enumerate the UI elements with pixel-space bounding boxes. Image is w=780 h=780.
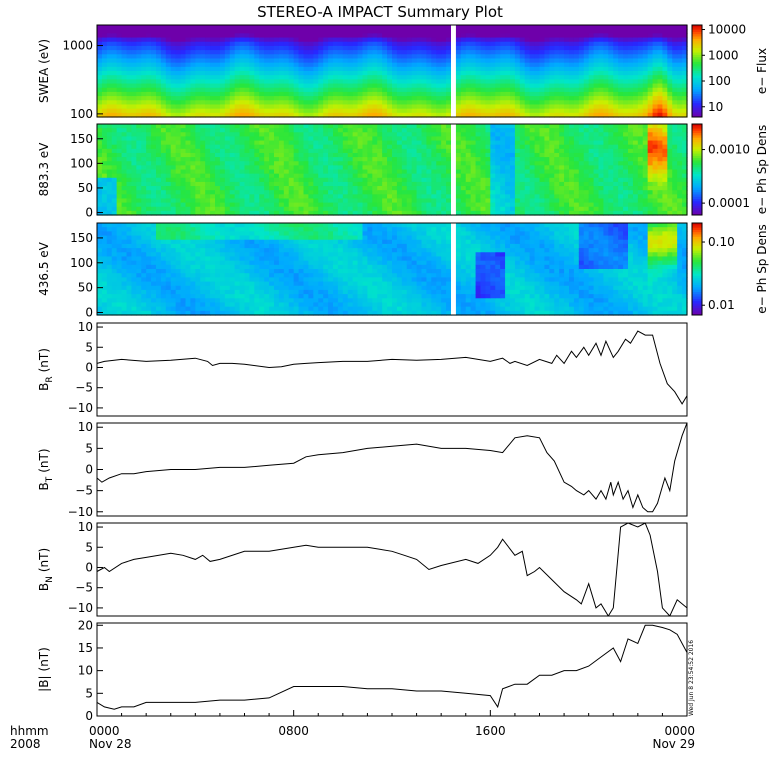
colorbar-tick-label: 10000 <box>708 23 746 37</box>
colorbar-pad883 <box>691 123 703 216</box>
y-axis-label-sub: R <box>45 376 55 382</box>
y-tick-label: 0 <box>85 306 93 320</box>
y-axis-label: 436.5 eV <box>37 241 51 296</box>
y-tick-label: 15 <box>78 641 93 655</box>
y-tick-label: 0 <box>85 560 93 574</box>
colorbar-tick-label: 0.10 <box>708 235 735 249</box>
colorbar-tick-label: 100 <box>708 74 731 88</box>
colorbar-tick-label: 0.0001 <box>708 196 750 210</box>
y-tick-label: 0 <box>85 206 93 220</box>
y-axis-label-unit: (nT) <box>37 348 51 372</box>
data-gap <box>451 124 456 215</box>
panel-frame <box>96 322 688 417</box>
y-tick-label: −10 <box>68 505 93 519</box>
y-tick-label: 50 <box>78 281 93 295</box>
colorbar-tick-label: 1000 <box>708 48 739 62</box>
plot-title: STEREO-A IMPACT Summary Plot <box>257 3 503 21</box>
y-axis-label-sub: T <box>45 476 55 483</box>
colorbar-tick-label: 0.01 <box>708 298 735 312</box>
y-axis-label-main: B <box>37 583 51 591</box>
colorbar-label: e− Ph Sp Dens <box>755 125 769 214</box>
colorbar-swea <box>691 24 703 118</box>
y-axis-label: BT (nT) <box>37 448 55 490</box>
y-axis-label-main: |B| <box>37 675 51 691</box>
colorbar-tick-label: 0.0010 <box>708 143 750 157</box>
y-axis-label-unit: (nT) <box>37 448 51 472</box>
y-tick-label: 150 <box>70 132 93 146</box>
y-tick-label: −10 <box>68 401 93 415</box>
y-axis-label-sub: N <box>45 576 55 583</box>
y-tick-label: 5 <box>85 686 93 700</box>
panel-frame <box>96 522 688 617</box>
y-axis-label-main: B <box>37 383 51 391</box>
x-axis-unit-label: hhmm <box>10 724 49 738</box>
y-tick-label: 1000 <box>62 39 93 53</box>
y-tick-label: 0 <box>85 709 93 723</box>
y-tick-label: 50 <box>78 181 93 195</box>
y-axis-label: BN (nT) <box>37 548 55 591</box>
y-axis-label-unit: (nT) <box>37 548 51 572</box>
y-tick-label: 5 <box>85 540 93 554</box>
x-date-label: Nov 29 <box>652 737 695 751</box>
panel-frame <box>96 24 688 118</box>
colorbar-tick-label: 10 <box>708 100 723 114</box>
y-tick-label: 10 <box>78 420 93 434</box>
y-tick-label: 5 <box>85 340 93 354</box>
y-tick-label: 10 <box>78 320 93 334</box>
data-gap <box>451 25 456 117</box>
line-panel-bt <box>96 422 688 517</box>
y-axis-label: |B| (nT) <box>37 647 51 692</box>
y-axis-label: 883.3 eV <box>37 142 51 197</box>
panel-frame <box>96 123 688 216</box>
y-axis-label-main: B <box>37 482 51 490</box>
y-tick-label: 150 <box>70 231 93 245</box>
line-panel-bmag <box>96 622 688 717</box>
y-tick-label: 10 <box>78 520 93 534</box>
y-tick-label: 0 <box>85 463 93 477</box>
y-tick-label: 20 <box>78 618 93 632</box>
generation-timestamp: Wed Jun 8 23:54:52 2016 <box>688 640 695 716</box>
series-line-bmag <box>97 624 687 710</box>
y-axis-label-unit: (nT) <box>37 647 51 671</box>
spectrogram-pad883 <box>97 124 688 216</box>
line-panel-bn <box>96 522 688 617</box>
x-tick-label: 0000 <box>89 724 120 738</box>
series-line-bt <box>97 423 687 513</box>
y-tick-label: 10 <box>78 664 93 678</box>
x-tick-label: 1600 <box>475 724 506 738</box>
colorbar-label: e− Ph Sp Dens <box>755 224 769 313</box>
y-tick-label: 100 <box>70 256 93 270</box>
panel-frame <box>96 222 688 316</box>
y-tick-label: −5 <box>75 381 93 395</box>
series-line-bn <box>97 523 687 616</box>
y-tick-label: 100 <box>70 156 93 170</box>
y-tick-label: 5 <box>85 441 93 455</box>
x-date-label: Nov 28 <box>89 737 132 751</box>
colorbar-pad436 <box>691 222 703 316</box>
y-tick-label: −5 <box>75 581 93 595</box>
colorbar-label: e− Flux <box>755 48 769 94</box>
y-tick-label: 0 <box>85 360 93 374</box>
spectrogram-pad436 <box>97 223 688 316</box>
y-tick-label: −10 <box>68 601 93 615</box>
spectrogram-swea <box>97 25 688 118</box>
x-tick-label: 0000 <box>664 724 695 738</box>
y-axis-label: BR (nT) <box>37 348 55 391</box>
x-axis-year-label: 2008 <box>10 737 41 751</box>
data-gap <box>451 223 456 315</box>
y-tick-label: 100 <box>70 107 93 121</box>
x-tick-label: 0800 <box>278 724 309 738</box>
y-tick-label: −5 <box>75 484 93 498</box>
y-axis-label: SWEA (eV) <box>37 39 51 103</box>
line-panel-br <box>96 322 688 417</box>
series-line-br <box>97 330 687 405</box>
